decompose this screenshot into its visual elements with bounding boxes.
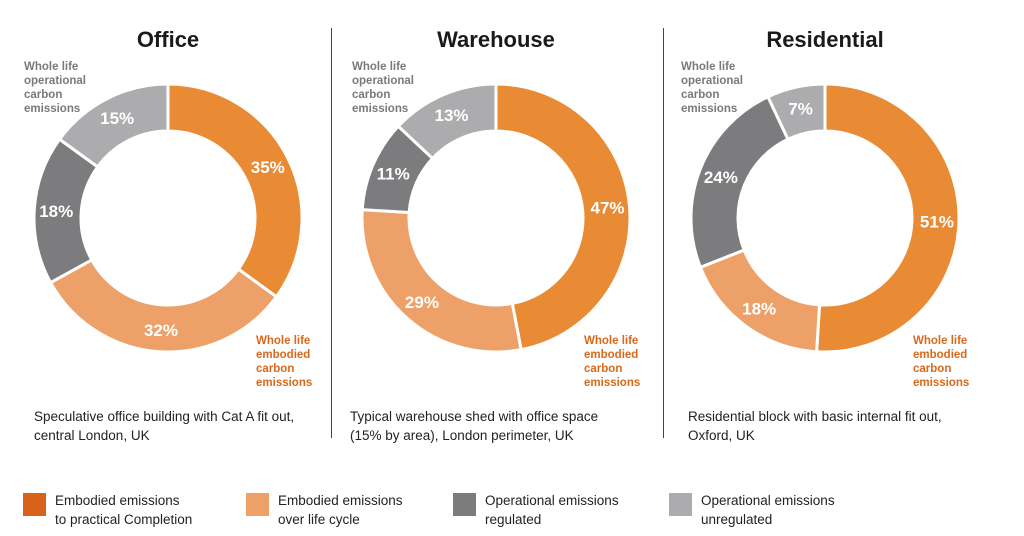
warehouse-label-embodied-completion: 47% <box>590 198 624 217</box>
caption-warehouse-line1: Typical warehouse shed with office space <box>350 409 599 424</box>
residential-operational-label-line: carbon <box>681 89 719 101</box>
warehouse-slice-embodied-completion <box>494 82 632 352</box>
caption-warehouse: Typical warehouse shed with office space… <box>350 407 650 445</box>
office-operational-label-line: Whole life <box>24 61 78 73</box>
office-operational-label-line: operational <box>24 75 86 87</box>
legend-label-line1: Operational emissions <box>485 493 619 508</box>
office-operational-label-line: emissions <box>24 103 80 115</box>
office-slice-embodied-completion <box>166 82 304 299</box>
residential-operational-label-line: operational <box>681 75 743 87</box>
residential-slice-embodied-completion <box>814 82 961 354</box>
caption-residential-line1: Residential block with basic internal fi… <box>688 409 942 424</box>
legend-label-line1: Embodied emissions <box>55 493 180 508</box>
caption-residential: Residential block with basic internal fi… <box>688 407 988 445</box>
divider-left <box>331 28 332 438</box>
caption-office-line2: central London, UK <box>34 428 150 443</box>
residential-operational-label-line: Whole life <box>681 61 735 73</box>
legend-label-line1: Operational emissions <box>701 493 835 508</box>
caption-office: Speculative office building with Cat A f… <box>34 407 334 445</box>
legend-label-line1: Embodied emissions <box>278 493 403 508</box>
residential-label-embodied-completion: 51% <box>920 213 954 232</box>
residential-label-operational-regulated: 24% <box>704 168 738 187</box>
office-chart-title: Office <box>137 27 199 52</box>
legend-label-line2: unregulated <box>701 512 773 527</box>
office-embodied-label-line: Whole life <box>256 335 310 347</box>
office-embodied-label-line: carbon <box>256 363 294 375</box>
caption-residential-line2: Oxford, UK <box>688 428 755 443</box>
caption-warehouse-line2: (15% by area), London perimeter, UK <box>350 428 574 443</box>
legend-label-line2: over life cycle <box>278 512 360 527</box>
legend-label-line2: regulated <box>485 512 542 527</box>
office-embodied-label-line: embodied <box>256 349 310 361</box>
office-slice-embodied-lifecycle <box>48 257 279 354</box>
residential-label-embodied-lifecycle: 18% <box>742 300 776 319</box>
warehouse-operational-label-line: Whole life <box>352 61 406 73</box>
warehouse-operational-label-line: emissions <box>352 103 408 115</box>
residential-embodied-label-line: emissions <box>913 377 969 389</box>
residential-label-operational-unregulated: 7% <box>788 100 813 119</box>
legend-swatch <box>23 493 46 516</box>
residential-slice-operational-unregulated <box>765 82 827 142</box>
warehouse-embodied-label-line: carbon <box>584 363 622 375</box>
office-operational-label-line: carbon <box>24 89 62 101</box>
warehouse-operational-label-line: carbon <box>352 89 390 101</box>
office-label-embodied-completion: 35% <box>251 158 285 177</box>
legend-label-line2: to practical Completion <box>55 512 193 527</box>
office-slice-operational-unregulated <box>57 82 170 169</box>
warehouse-slice-embodied-lifecycle <box>360 207 523 354</box>
warehouse-slice-operational-unregulated <box>396 82 498 161</box>
residential-embodied-label-line: embodied <box>913 349 967 361</box>
legend-swatch <box>669 493 692 516</box>
warehouse-embodied-label-line: embodied <box>584 349 638 361</box>
warehouse-chart-title: Warehouse <box>437 27 555 52</box>
warehouse-label-operational-regulated: 11% <box>377 165 410 184</box>
office-embodied-label-line: emissions <box>256 377 312 389</box>
office-label-operational-regulated: 18% <box>39 202 73 221</box>
warehouse-label-embodied-lifecycle: 29% <box>405 293 439 312</box>
residential-embodied-label-line: Whole life <box>913 335 967 347</box>
office-label-operational-unregulated: 15% <box>100 109 134 128</box>
divider-right <box>663 28 664 438</box>
warehouse-embodied-label-line: Whole life <box>584 335 638 347</box>
legend-swatch <box>246 493 269 516</box>
warehouse-label-operational-unregulated: 13% <box>435 106 469 125</box>
residential-embodied-label-line: carbon <box>913 363 951 375</box>
residential-chart-title: Residential <box>766 27 883 52</box>
warehouse-embodied-label-line: emissions <box>584 377 640 389</box>
legend-swatch <box>453 493 476 516</box>
residential-operational-label-line: emissions <box>681 103 737 115</box>
office-label-embodied-lifecycle: 32% <box>144 321 178 340</box>
caption-office-line1: Speculative office building with Cat A f… <box>34 409 295 424</box>
warehouse-operational-label-line: operational <box>352 75 414 87</box>
